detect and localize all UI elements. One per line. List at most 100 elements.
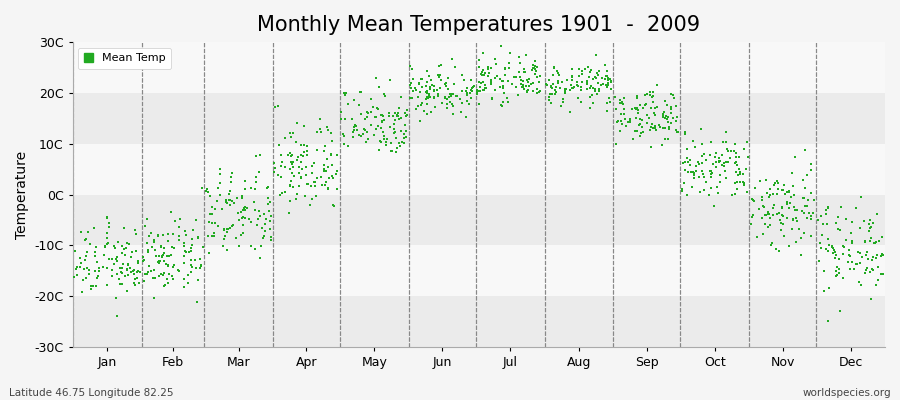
Point bbox=[656, 110, 670, 117]
Point bbox=[481, 73, 495, 79]
Point bbox=[459, 88, 473, 94]
Point bbox=[650, 104, 664, 111]
Point bbox=[424, 76, 438, 83]
Point bbox=[352, 89, 366, 95]
Point bbox=[684, 168, 698, 175]
Point bbox=[589, 74, 603, 81]
Point bbox=[239, 204, 254, 211]
Point bbox=[645, 125, 660, 131]
Point bbox=[516, 77, 530, 84]
Point bbox=[226, 222, 240, 228]
Point bbox=[194, 262, 208, 268]
Point bbox=[417, 108, 431, 114]
Point bbox=[865, 257, 879, 263]
Point bbox=[207, 219, 221, 226]
Point bbox=[100, 282, 114, 288]
Point bbox=[375, 118, 390, 124]
Point bbox=[863, 296, 878, 302]
Point bbox=[371, 123, 385, 129]
Point bbox=[325, 162, 339, 168]
Point bbox=[741, 154, 755, 160]
Point bbox=[652, 124, 667, 130]
Point bbox=[237, 205, 251, 212]
Point bbox=[711, 190, 725, 196]
Point bbox=[527, 57, 542, 64]
Point bbox=[476, 78, 491, 85]
Point bbox=[283, 150, 297, 156]
Point bbox=[447, 80, 462, 87]
Point bbox=[590, 79, 605, 86]
Point bbox=[236, 207, 250, 213]
Point bbox=[608, 106, 623, 112]
Point bbox=[633, 116, 647, 122]
Point bbox=[657, 109, 671, 116]
Point bbox=[157, 270, 171, 277]
Point bbox=[782, 187, 796, 194]
Point bbox=[618, 116, 633, 122]
Point bbox=[76, 277, 91, 283]
Point bbox=[285, 152, 300, 158]
Point bbox=[225, 170, 239, 177]
Point bbox=[781, 242, 796, 249]
Point bbox=[787, 192, 801, 199]
Point bbox=[137, 278, 151, 284]
Point bbox=[152, 273, 166, 280]
Point bbox=[472, 57, 486, 64]
Point bbox=[638, 92, 652, 98]
Point bbox=[184, 269, 198, 276]
Point bbox=[656, 112, 670, 118]
Point bbox=[357, 116, 372, 122]
Point bbox=[642, 115, 656, 121]
Point bbox=[158, 261, 173, 268]
Point bbox=[516, 82, 530, 88]
Point bbox=[177, 260, 192, 266]
Point bbox=[159, 276, 174, 282]
Point bbox=[376, 132, 391, 139]
Point bbox=[473, 84, 488, 91]
Point bbox=[800, 197, 814, 203]
Point bbox=[403, 82, 418, 88]
Point bbox=[313, 173, 328, 180]
Point bbox=[294, 159, 309, 165]
Point bbox=[125, 248, 140, 255]
Point bbox=[340, 142, 355, 149]
Point bbox=[877, 270, 891, 277]
Point bbox=[377, 93, 392, 100]
Point bbox=[80, 249, 94, 256]
Point bbox=[708, 164, 723, 170]
Point bbox=[300, 151, 314, 158]
Point bbox=[708, 159, 723, 166]
Point bbox=[141, 247, 156, 253]
Point bbox=[223, 188, 238, 194]
Point bbox=[584, 67, 598, 73]
Point bbox=[779, 201, 794, 207]
Point bbox=[223, 196, 238, 203]
Point bbox=[819, 210, 833, 217]
Point bbox=[337, 133, 351, 140]
Point bbox=[403, 95, 418, 101]
Point bbox=[588, 74, 602, 80]
Point bbox=[565, 73, 580, 79]
Point bbox=[425, 82, 439, 88]
Point bbox=[669, 127, 683, 133]
Point bbox=[854, 194, 868, 200]
Point bbox=[861, 256, 876, 262]
Point bbox=[443, 90, 457, 97]
Point bbox=[166, 244, 180, 250]
Point bbox=[244, 242, 258, 249]
Point bbox=[464, 85, 479, 92]
Point bbox=[97, 252, 112, 258]
Point bbox=[292, 154, 306, 161]
Point bbox=[123, 265, 138, 271]
Point bbox=[689, 163, 704, 169]
Point bbox=[778, 190, 792, 197]
Point bbox=[858, 238, 872, 245]
Point bbox=[615, 98, 629, 105]
Point bbox=[381, 136, 395, 143]
Point bbox=[270, 172, 284, 178]
Point bbox=[570, 81, 584, 88]
Point bbox=[374, 112, 389, 119]
Point bbox=[804, 213, 818, 220]
Point bbox=[104, 273, 119, 279]
Point bbox=[152, 258, 166, 265]
